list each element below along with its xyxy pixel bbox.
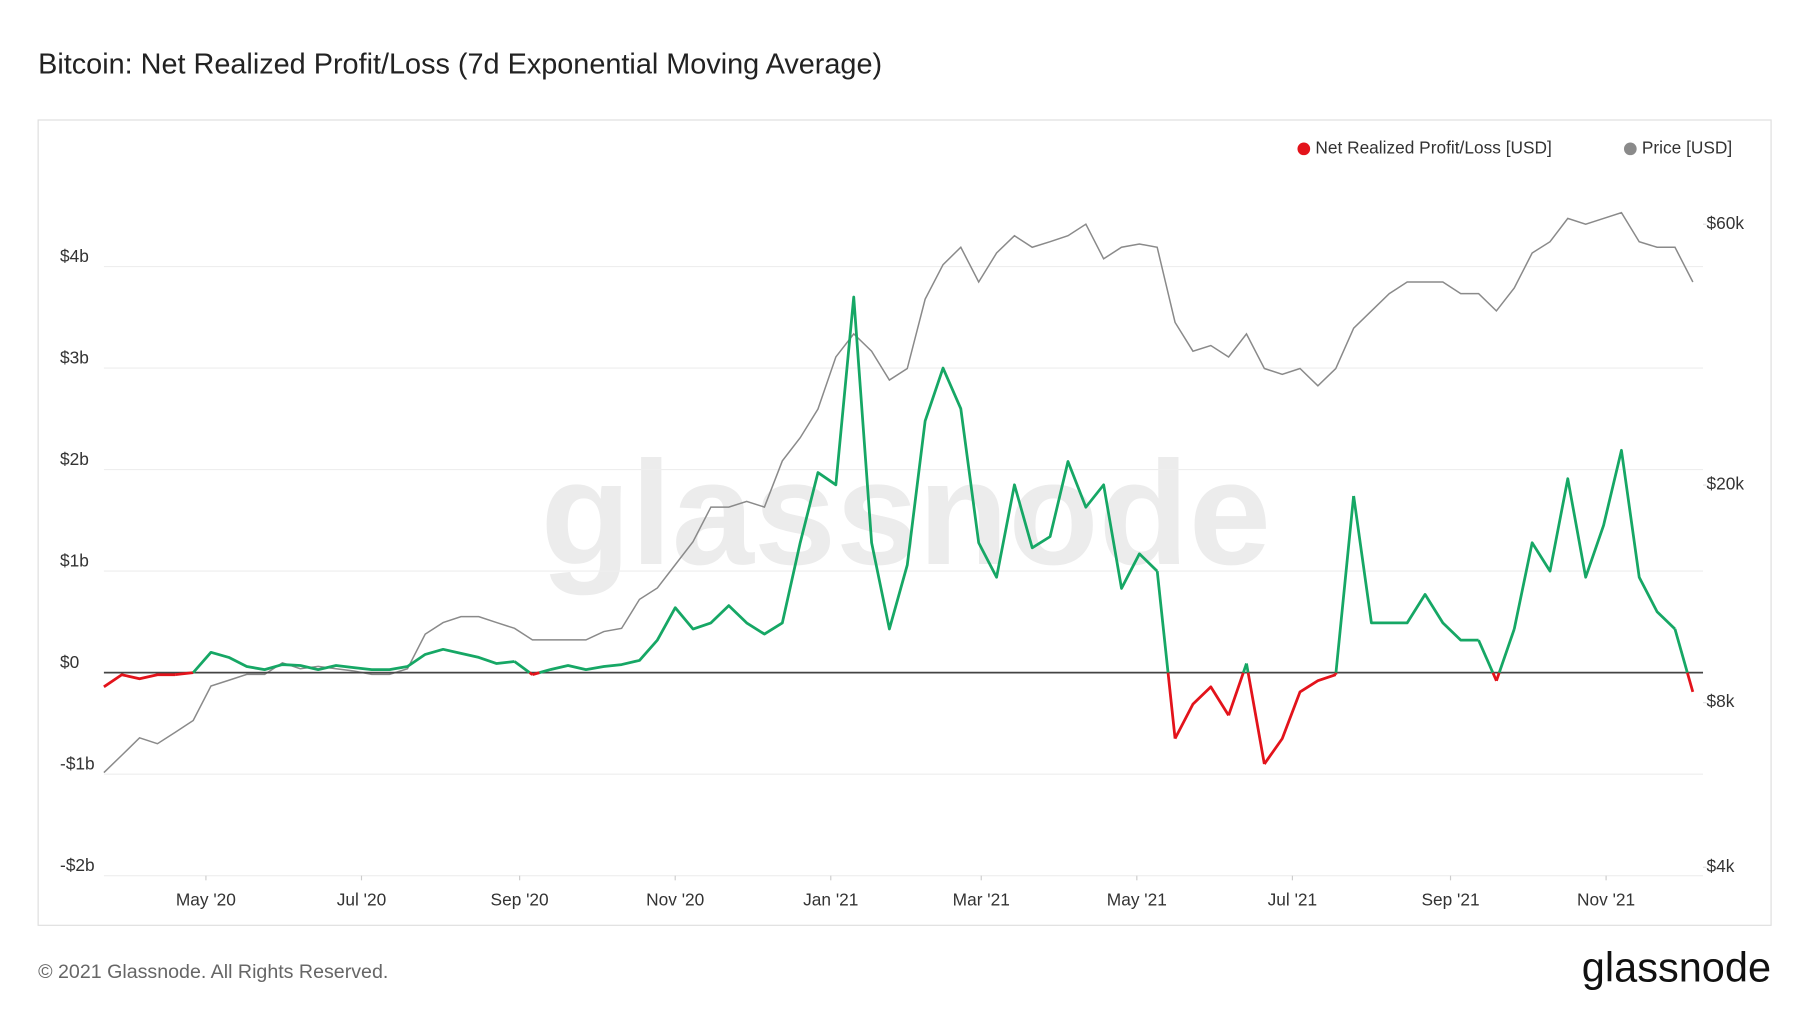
nrpl-line xyxy=(1352,495,1479,642)
x-tick-label: Nov '21 xyxy=(1577,890,1635,910)
sign-change-connector xyxy=(1227,672,1245,716)
y-tick-label: $2b xyxy=(60,449,89,469)
nrpl-line xyxy=(1263,673,1337,765)
legend-label: Net Realized Profit/Loss [USD] xyxy=(1315,137,1551,157)
x-tick-label: Jul '20 xyxy=(337,890,386,910)
sign-change-connector xyxy=(1495,672,1501,682)
footer: © 2021 Glassnode. All Rights Reserved. xyxy=(38,961,388,983)
y2-tick-label: $60k xyxy=(1706,213,1744,233)
sign-change-connector xyxy=(1334,495,1355,673)
y2-tick-label: $20k xyxy=(1706,474,1744,494)
legend-marker xyxy=(1623,142,1637,156)
y-tick-label: $4b xyxy=(60,246,89,266)
nrpl-line xyxy=(1173,685,1230,740)
sign-change-connector xyxy=(1246,672,1266,765)
legend-marker xyxy=(1297,142,1311,156)
sign-change-connector xyxy=(513,660,531,674)
x-tick-label: Sep '20 xyxy=(491,890,549,910)
y2-tick-label: $8k xyxy=(1706,691,1734,711)
x-tick-label: May '21 xyxy=(1107,890,1167,910)
nrpl-line xyxy=(549,295,1159,672)
x-tick-label: Jan '21 xyxy=(803,890,858,910)
nrpl-line xyxy=(1512,448,1676,631)
nrpl-line xyxy=(103,673,176,688)
sign-change-connector xyxy=(1686,672,1695,693)
sign-change-connector xyxy=(531,671,540,677)
y2-tick-label: $4k xyxy=(1706,856,1734,876)
y-tick-label: -$1b xyxy=(60,754,95,774)
y-tick-label: $3b xyxy=(60,347,89,367)
x-tick-label: May '20 xyxy=(176,890,236,910)
chart-title: Bitcoin: Net Realized Profit/Loss (7d Ex… xyxy=(38,48,882,80)
price-line xyxy=(103,211,1694,774)
x-tick-label: Mar '21 xyxy=(953,890,1010,910)
sign-change-connector xyxy=(1477,639,1495,674)
chart-frame xyxy=(37,119,1772,926)
x-tick-label: Nov '20 xyxy=(646,890,704,910)
y-tick-label: $1b xyxy=(60,550,89,570)
y-tick-label: $0 xyxy=(60,652,79,672)
y-tick-label: -$2b xyxy=(60,855,95,875)
legend-label: Price [USD] xyxy=(1642,137,1732,157)
sign-change-connector xyxy=(1673,628,1689,674)
sign-change-connector xyxy=(539,668,551,674)
logo: glassnode xyxy=(1582,943,1771,990)
sign-change-connector xyxy=(528,671,534,676)
x-tick-label: Jul '21 xyxy=(1268,890,1317,910)
sign-change-connector xyxy=(1497,628,1516,674)
sign-change-connector xyxy=(175,671,194,677)
sign-change-connector xyxy=(1155,570,1170,673)
sign-change-connector xyxy=(1166,672,1177,739)
nrpl-line xyxy=(192,647,515,674)
sign-change-connector xyxy=(1245,663,1250,673)
x-tick-label: Sep '21 xyxy=(1421,890,1479,910)
